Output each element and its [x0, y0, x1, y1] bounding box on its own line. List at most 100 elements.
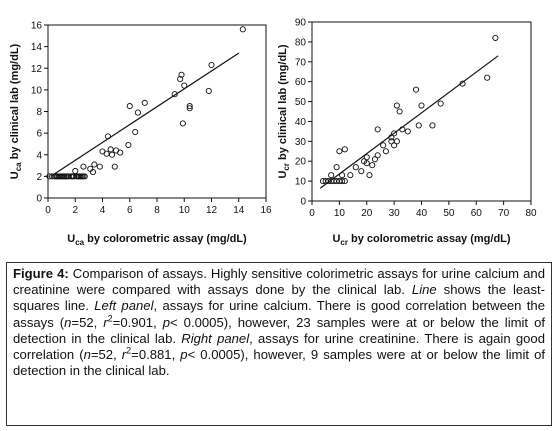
caption-segment: =52, — [71, 314, 104, 330]
y-tick-label: 60 — [295, 77, 307, 88]
data-point — [104, 133, 111, 140]
data-point — [96, 163, 103, 170]
y-tick-label: 80 — [295, 37, 307, 48]
data-point — [179, 120, 186, 127]
x-tick-label: 6 — [127, 205, 133, 216]
y-tick-label: 70 — [295, 57, 307, 68]
x-axis-label-rest: by colorometric assay (mg/dL) — [84, 233, 247, 245]
data-point — [91, 161, 98, 168]
y-axis-label: Uca by clinical lab (mg/dL) — [9, 43, 23, 179]
data-point — [393, 102, 400, 109]
data-point — [366, 172, 373, 179]
left-panel-calcium: 0 2 4 6 8 10 12 14 16 0 2 4 6 8 10 12 14 16 Uca by colorom… — [9, 21, 272, 248]
data-point — [363, 160, 370, 167]
data-point — [208, 61, 215, 69]
x-tick-label: 50 — [443, 208, 455, 219]
x-axis-label-rest: by colorometric assay (mg/dL) — [348, 233, 511, 245]
caption-segment: , assays for urine creatinine. There is … — [13, 330, 545, 363]
data-point — [87, 165, 94, 172]
data-point — [404, 128, 411, 135]
data-point — [347, 172, 354, 179]
data-point — [396, 108, 403, 115]
data-point — [492, 34, 499, 41]
caption-segment: Right panel — [181, 330, 250, 346]
data-point — [382, 148, 389, 155]
data-point — [132, 128, 139, 136]
y-axis-label-rest: by clinical lab (mg/dL) — [277, 44, 289, 163]
caption-segment: Line — [411, 282, 437, 298]
data-point — [103, 150, 110, 157]
x-tick-label: 0 — [309, 208, 315, 219]
data-point — [239, 26, 246, 33]
y-tick-label: 90 — [295, 18, 307, 29]
y-tick-label: 14 — [31, 42, 43, 53]
data-point — [339, 178, 346, 185]
data-point — [393, 138, 400, 145]
x-tick-label: 80 — [525, 208, 537, 219]
x-tick-label: 10 — [179, 205, 191, 216]
least-squares-line — [319, 55, 499, 189]
data-point — [415, 122, 422, 129]
x-axis-label: Ucr by colorometric assay (mg/dL) — [332, 233, 510, 247]
x-tick-label: 10 — [334, 208, 346, 219]
data-point — [328, 172, 335, 179]
x-tick-label: 0 — [45, 205, 51, 216]
data-point — [369, 162, 376, 169]
y-tick-label: 10 — [31, 85, 43, 96]
y-axis-label-main: U — [9, 171, 21, 179]
x-axis-label: Uca by colorometric assay (mg/dL) — [67, 233, 247, 247]
data-point — [429, 122, 436, 129]
y-tick-label: 50 — [295, 97, 307, 108]
y-tick-label: 30 — [295, 137, 307, 148]
data-point — [80, 173, 87, 180]
caption-segment: n — [83, 347, 91, 363]
caption-segment: r — [103, 314, 108, 330]
x-axis-label-main: U — [332, 233, 340, 245]
caption-segment: Left panel — [94, 298, 154, 314]
data-point — [339, 172, 346, 179]
data-point — [141, 99, 148, 106]
y-tick-label: 8 — [36, 107, 42, 118]
caption-segment: p — [162, 314, 171, 330]
data-point — [380, 142, 387, 149]
x-tick-label: 12 — [206, 205, 218, 216]
data-point — [437, 100, 444, 107]
data-point — [134, 109, 141, 116]
caption-segment: =0.881, — [131, 347, 181, 363]
figure-caption: Figure 4: Comparison of assays. Highly s… — [6, 262, 552, 426]
caption-segment: 2 — [107, 313, 113, 324]
caption-segment: Comparison of assays. Highly sensitive c… — [13, 266, 546, 298]
x-tick-label: 14 — [233, 205, 245, 216]
data-point — [80, 163, 87, 170]
caption-segment: n — [64, 314, 72, 330]
data-point — [108, 151, 116, 158]
data-point — [341, 178, 348, 185]
data-point — [459, 80, 466, 87]
data-point — [374, 152, 381, 159]
data-point — [178, 71, 185, 78]
x-tick-label: 40 — [416, 208, 428, 219]
data-point — [107, 146, 114, 153]
data-point — [181, 82, 188, 89]
data-point — [186, 103, 193, 110]
data-point — [125, 141, 132, 149]
x-axis-label-main: U — [67, 233, 75, 245]
data-point — [418, 102, 425, 109]
data-point — [371, 156, 379, 163]
data-point — [126, 103, 133, 110]
y-axis-label-main: U — [277, 171, 289, 179]
data-point — [412, 86, 420, 93]
data-point — [89, 168, 97, 176]
data-point — [111, 163, 118, 170]
data-point — [336, 148, 343, 155]
x-tick-label: 4 — [100, 205, 106, 216]
data-point — [352, 164, 359, 171]
x-axis-label-subscript: cr — [340, 238, 348, 247]
data-point — [391, 142, 398, 149]
data-point — [117, 149, 124, 156]
y-tick-label: 16 — [31, 21, 43, 32]
y-axis-label-rest: by clinical lab (mg/dL) — [9, 43, 21, 162]
data-point — [363, 154, 370, 161]
caption-segment: p — [180, 347, 188, 363]
data-point — [358, 168, 365, 175]
